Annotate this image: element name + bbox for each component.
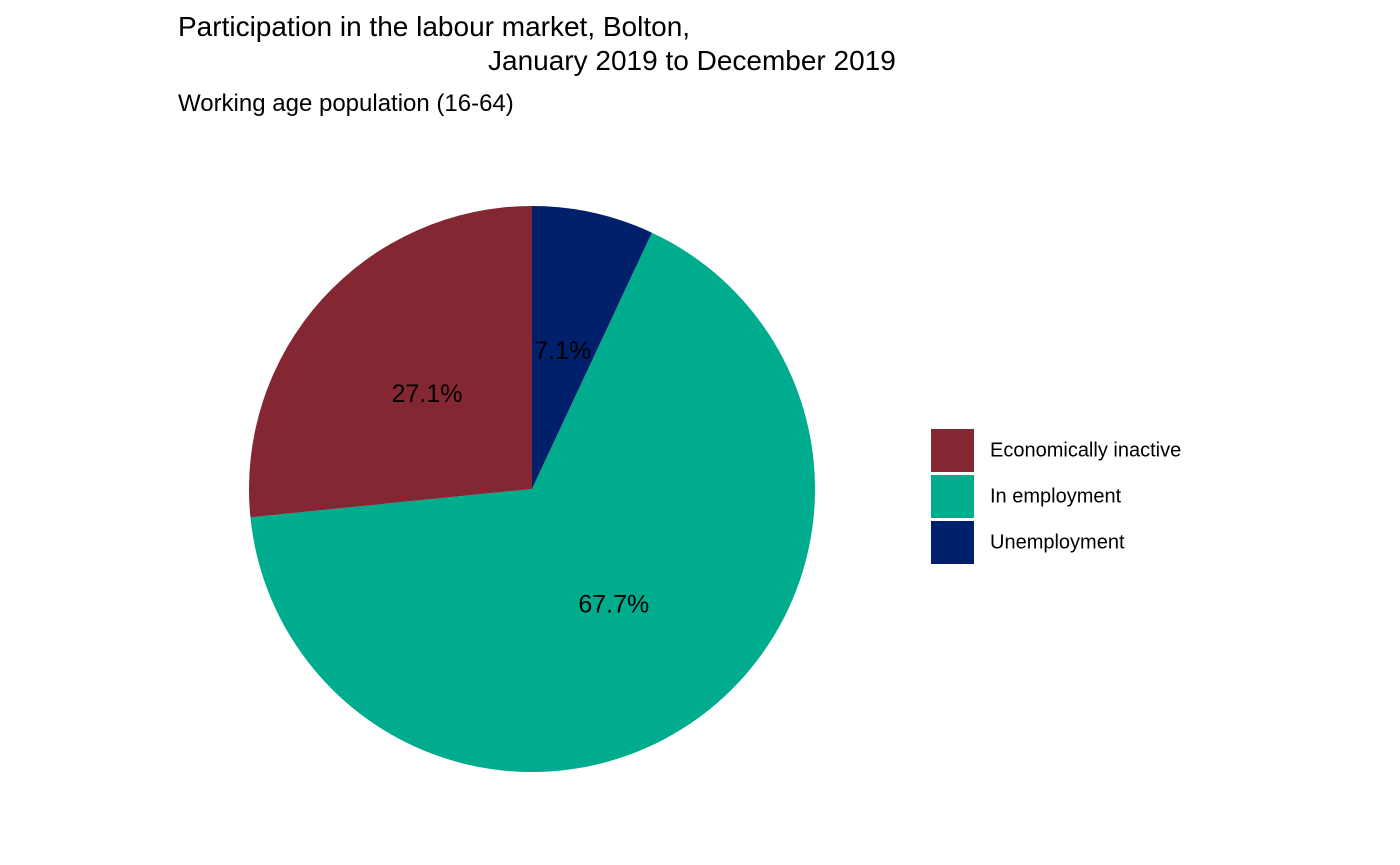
legend-key-economically-inactive bbox=[931, 429, 974, 472]
legend-label-unemployment: Unemployment bbox=[990, 532, 1125, 554]
pie-slice-in-employment bbox=[250, 232, 816, 773]
legend-key-unemployment bbox=[931, 521, 974, 564]
pie-slices bbox=[249, 206, 816, 773]
pie-slice-unemployment bbox=[532, 206, 652, 489]
legend-label-in-employment: In employment bbox=[990, 486, 1122, 508]
slice-label-in-employment: 67.7% bbox=[578, 590, 649, 618]
chart-title-line-2: January 2019 to December 2019 bbox=[488, 45, 896, 76]
legend: Economically inactive In employment Unempl… bbox=[931, 429, 1181, 564]
chart-subtitle: Working age population (16-64) bbox=[178, 90, 514, 117]
pie-slice-economically-inactive bbox=[249, 206, 532, 518]
legend-label-economically-inactive: Economically inactive bbox=[990, 440, 1181, 462]
pie-slice-labels: 7.1% 67.7% 27.1% bbox=[392, 337, 650, 619]
legend-key-in-employment bbox=[931, 475, 974, 518]
chart-title: Participation in the labour market, Bolt… bbox=[178, 11, 691, 42]
slice-label-unemployment: 7.1% bbox=[534, 337, 591, 365]
slice-label-economically-inactive: 27.1% bbox=[392, 380, 463, 408]
